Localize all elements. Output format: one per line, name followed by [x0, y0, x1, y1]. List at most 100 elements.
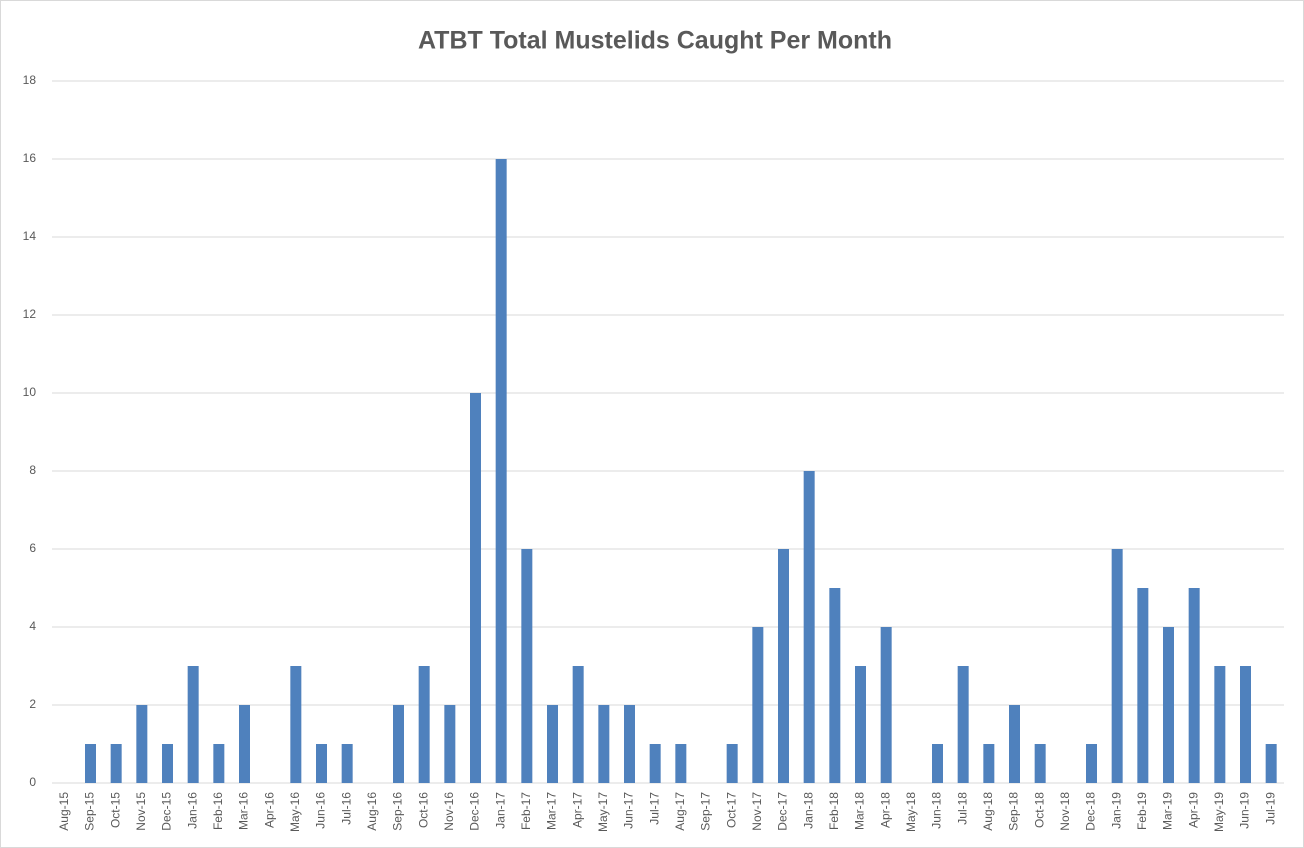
- bar: [675, 744, 687, 783]
- bar: [649, 744, 661, 783]
- chart-title: ATBT Total Mustelids Caught Per Month: [418, 27, 892, 55]
- y-tick-label: 10: [23, 385, 37, 399]
- bar: [957, 666, 969, 783]
- x-tick-label: Feb-18: [827, 792, 841, 830]
- bar: [1086, 744, 1097, 783]
- y-tick-label: 8: [29, 463, 36, 477]
- x-tick-label: Dec-16: [468, 792, 482, 831]
- bar: [470, 393, 481, 783]
- x-tick-label: Jan-18: [801, 792, 815, 829]
- bar: [1111, 549, 1123, 783]
- x-tick-label: Mar-17: [545, 792, 559, 830]
- bar: [495, 159, 507, 783]
- bar: [213, 744, 225, 783]
- x-tick-label: Aug-15: [57, 792, 71, 831]
- bar: [880, 627, 892, 783]
- y-tick-label: 14: [23, 229, 37, 243]
- x-tick-label: Jul-17: [647, 792, 661, 825]
- x-tick-label: Nov-16: [442, 792, 456, 831]
- x-tick-label: Feb-16: [211, 792, 225, 830]
- bar: [393, 705, 404, 783]
- bar: [290, 666, 302, 783]
- x-tick-label: Dec-17: [776, 792, 790, 831]
- x-tick-label: May-16: [288, 792, 302, 832]
- x-tick-label: Oct-16: [416, 792, 430, 828]
- x-tick-label: Mar-16: [237, 792, 251, 830]
- y-tick-label: 12: [23, 307, 37, 321]
- x-tick-label: Jun-19: [1238, 792, 1252, 829]
- x-tick-label: Sep-18: [1007, 792, 1021, 831]
- x-tick-label: Jul-16: [339, 792, 353, 825]
- bar: [110, 744, 122, 783]
- x-tick-label: Jan-16: [185, 792, 199, 829]
- x-tick-label: Jan-19: [1109, 792, 1123, 829]
- x-tick-label: Feb-19: [1135, 792, 1149, 830]
- bar: [1137, 588, 1149, 783]
- x-tick-label: Jun-17: [622, 792, 636, 829]
- bar: [162, 744, 173, 783]
- x-tick-label: Nov-15: [134, 792, 148, 831]
- bar: [444, 705, 456, 783]
- bar: [136, 705, 148, 783]
- bar: [983, 744, 995, 783]
- x-tick-label: Apr-19: [1186, 792, 1200, 828]
- x-tick-label: Sep-17: [699, 792, 713, 831]
- x-tick-label: Jun-16: [314, 792, 328, 829]
- y-tick-label: 2: [29, 697, 36, 711]
- x-tick-label: Aug-16: [365, 792, 379, 831]
- x-tick-label: Mar-19: [1161, 792, 1175, 830]
- bar: [932, 744, 943, 783]
- x-tick-label: Nov-17: [750, 792, 764, 831]
- bar: [726, 744, 738, 783]
- bar: [341, 744, 353, 783]
- bar: [752, 627, 764, 783]
- bar: [1265, 744, 1277, 783]
- x-tick-label: Oct-17: [724, 792, 738, 828]
- bar: [316, 744, 327, 783]
- x-tick-label: Dec-15: [160, 792, 174, 831]
- bar: [855, 666, 866, 783]
- y-tick-label: 18: [23, 73, 37, 87]
- bar: [1240, 666, 1251, 783]
- bar: [1214, 666, 1226, 783]
- x-tick-label: Dec-18: [1084, 792, 1098, 831]
- y-tick-label: 16: [23, 151, 37, 165]
- x-tick-label: Nov-18: [1058, 792, 1072, 831]
- bar: [547, 705, 558, 783]
- x-tick-label: Feb-17: [519, 792, 533, 830]
- x-tick-label: May-19: [1212, 792, 1226, 832]
- y-tick-label: 6: [29, 541, 36, 555]
- bar: [521, 549, 533, 783]
- x-tick-label: Jun-18: [930, 792, 944, 829]
- bar: [778, 549, 789, 783]
- x-tick-label: Apr-18: [878, 792, 892, 828]
- bar: [829, 588, 841, 783]
- y-tick-label: 0: [29, 775, 36, 789]
- bar: [239, 705, 250, 783]
- bar: [1034, 744, 1046, 783]
- x-tick-label: Oct-18: [1032, 792, 1046, 828]
- x-tick-label: May-18: [904, 792, 918, 832]
- x-tick-label: Jul-19: [1263, 792, 1277, 825]
- bar: [1163, 627, 1174, 783]
- x-tick-label: Apr-17: [570, 792, 584, 828]
- x-tick-label: May-17: [596, 792, 610, 832]
- x-tick-label: Mar-18: [853, 792, 867, 830]
- x-tick-label: Jul-18: [955, 792, 969, 825]
- x-tick-label: Oct-15: [108, 792, 122, 828]
- bar: [803, 471, 815, 783]
- bar: [1188, 588, 1200, 783]
- x-tick-label: Aug-18: [981, 792, 995, 831]
- x-tick-label: Sep-16: [391, 792, 405, 831]
- bar: [1009, 705, 1020, 783]
- bar: [572, 666, 584, 783]
- x-tick-label: Jan-17: [493, 792, 507, 829]
- bar: [418, 666, 430, 783]
- x-tick-label: Aug-17: [673, 792, 687, 831]
- y-tick-label: 4: [29, 619, 36, 633]
- x-tick-label: Apr-16: [262, 792, 276, 828]
- bar: [85, 744, 96, 783]
- bar: [187, 666, 199, 783]
